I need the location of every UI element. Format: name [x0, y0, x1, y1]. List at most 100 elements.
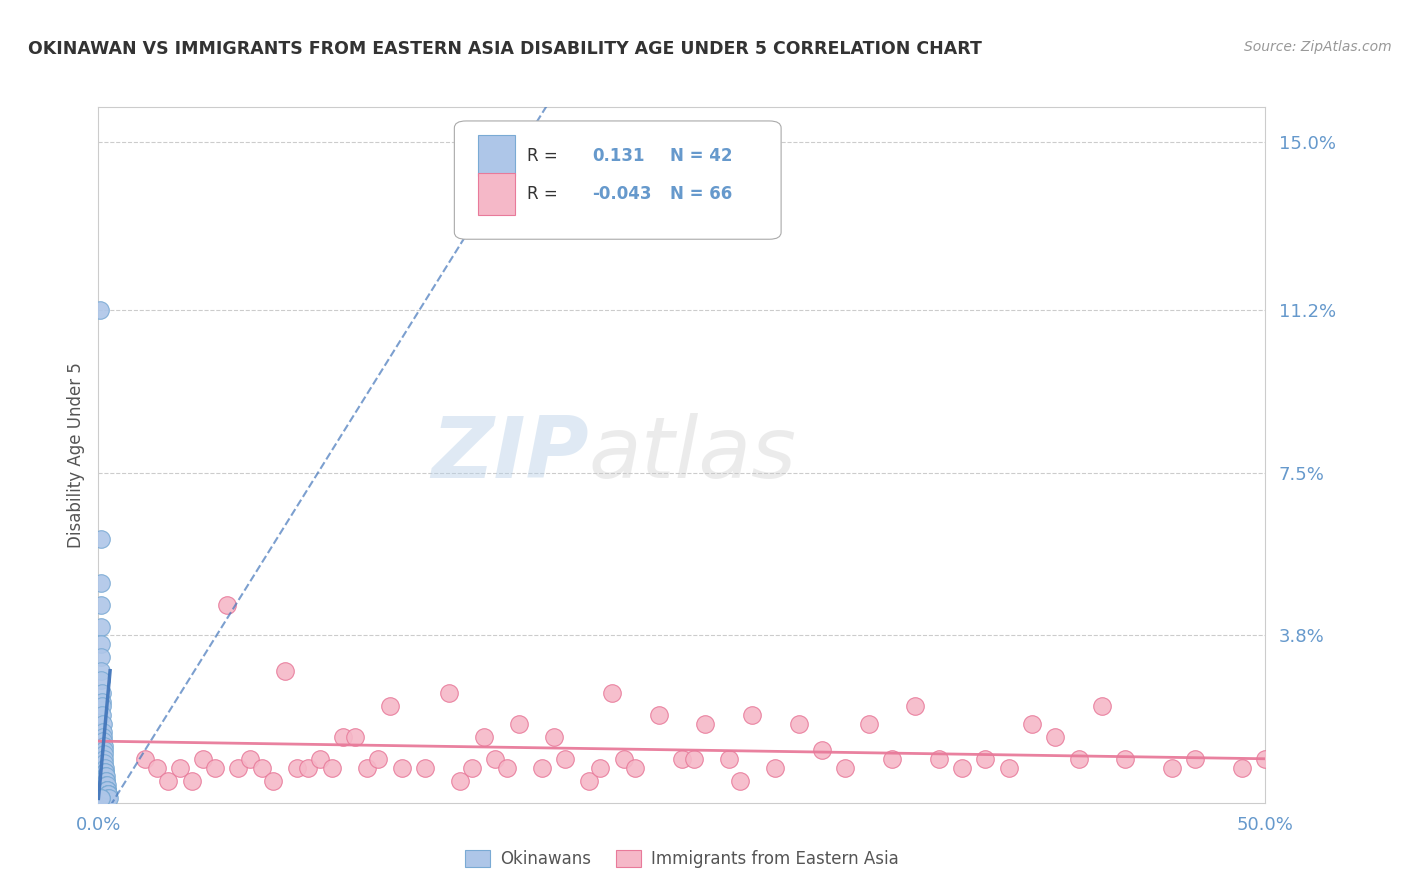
- Point: [834, 761, 856, 775]
- Point: [974, 752, 997, 766]
- Point: [589, 761, 612, 775]
- Point: [204, 761, 226, 775]
- Point: [97, 787, 120, 801]
- Point: [928, 752, 950, 766]
- Point: [904, 698, 927, 713]
- Point: [332, 730, 354, 744]
- Point: [180, 773, 202, 788]
- Point: [97, 791, 120, 805]
- Point: [1067, 752, 1090, 766]
- Point: [449, 773, 471, 788]
- Point: [96, 782, 118, 797]
- Point: [344, 730, 367, 744]
- Text: atlas: atlas: [589, 413, 797, 497]
- Point: [134, 752, 156, 766]
- Point: [297, 761, 319, 775]
- FancyBboxPatch shape: [478, 136, 515, 177]
- FancyBboxPatch shape: [454, 121, 782, 239]
- Point: [274, 664, 297, 678]
- Point: [90, 650, 112, 665]
- Point: [554, 752, 576, 766]
- Point: [89, 532, 111, 546]
- Text: N = 66: N = 66: [671, 185, 733, 203]
- Point: [228, 761, 250, 775]
- Point: [97, 787, 120, 801]
- Point: [600, 686, 623, 700]
- Point: [356, 761, 378, 775]
- Point: [90, 791, 112, 805]
- Point: [90, 620, 112, 634]
- Point: [1161, 761, 1184, 775]
- Point: [380, 698, 402, 713]
- Point: [413, 761, 436, 775]
- Point: [89, 791, 111, 805]
- Point: [950, 761, 973, 775]
- Point: [96, 778, 118, 792]
- Point: [193, 752, 215, 766]
- Point: [91, 730, 114, 744]
- Text: -0.043: -0.043: [592, 185, 651, 203]
- Point: [811, 743, 834, 757]
- Point: [250, 761, 273, 775]
- Point: [472, 730, 495, 744]
- Point: [613, 752, 636, 766]
- Point: [717, 752, 740, 766]
- Point: [695, 716, 717, 731]
- Point: [543, 730, 565, 744]
- Text: R =: R =: [527, 185, 557, 203]
- Point: [880, 752, 903, 766]
- Point: [1254, 752, 1277, 766]
- Point: [94, 773, 117, 788]
- Point: [97, 791, 120, 805]
- Point: [1184, 752, 1206, 766]
- Text: OKINAWAN VS IMMIGRANTS FROM EASTERN ASIA DISABILITY AGE UNDER 5 CORRELATION CHAR: OKINAWAN VS IMMIGRANTS FROM EASTERN ASIA…: [28, 40, 981, 58]
- Point: [367, 752, 389, 766]
- Point: [91, 725, 114, 739]
- Point: [90, 686, 112, 700]
- Point: [91, 716, 114, 731]
- Point: [730, 773, 752, 788]
- Point: [391, 761, 413, 775]
- Point: [1114, 752, 1136, 766]
- Point: [578, 773, 600, 788]
- Point: [146, 761, 169, 775]
- Point: [997, 761, 1019, 775]
- Point: [461, 761, 484, 775]
- FancyBboxPatch shape: [478, 173, 515, 215]
- Point: [94, 769, 117, 783]
- Legend: Okinawans, Immigrants from Eastern Asia: Okinawans, Immigrants from Eastern Asia: [458, 843, 905, 874]
- Point: [96, 778, 118, 792]
- Point: [90, 637, 112, 651]
- Point: [1021, 716, 1043, 731]
- Point: [1091, 698, 1114, 713]
- Point: [169, 761, 191, 775]
- Point: [437, 686, 460, 700]
- Point: [496, 761, 519, 775]
- Text: ZIP: ZIP: [430, 413, 589, 497]
- Point: [647, 707, 669, 722]
- Point: [285, 761, 308, 775]
- Point: [93, 756, 115, 771]
- Point: [741, 707, 763, 722]
- Text: N = 42: N = 42: [671, 147, 733, 165]
- Point: [93, 739, 115, 753]
- Point: [1230, 761, 1253, 775]
- Point: [90, 694, 112, 708]
- Point: [239, 752, 262, 766]
- Point: [91, 707, 114, 722]
- Point: [321, 761, 343, 775]
- Point: [93, 747, 115, 762]
- Point: [262, 773, 284, 788]
- Point: [763, 761, 786, 775]
- Point: [94, 773, 117, 788]
- Point: [157, 773, 180, 788]
- Point: [93, 743, 115, 757]
- Point: [93, 761, 115, 775]
- Point: [90, 598, 112, 612]
- Point: [1045, 730, 1067, 744]
- Y-axis label: Disability Age Under 5: Disability Age Under 5: [66, 362, 84, 548]
- Point: [96, 782, 118, 797]
- Point: [96, 787, 118, 801]
- Point: [91, 698, 114, 713]
- Point: [215, 598, 238, 612]
